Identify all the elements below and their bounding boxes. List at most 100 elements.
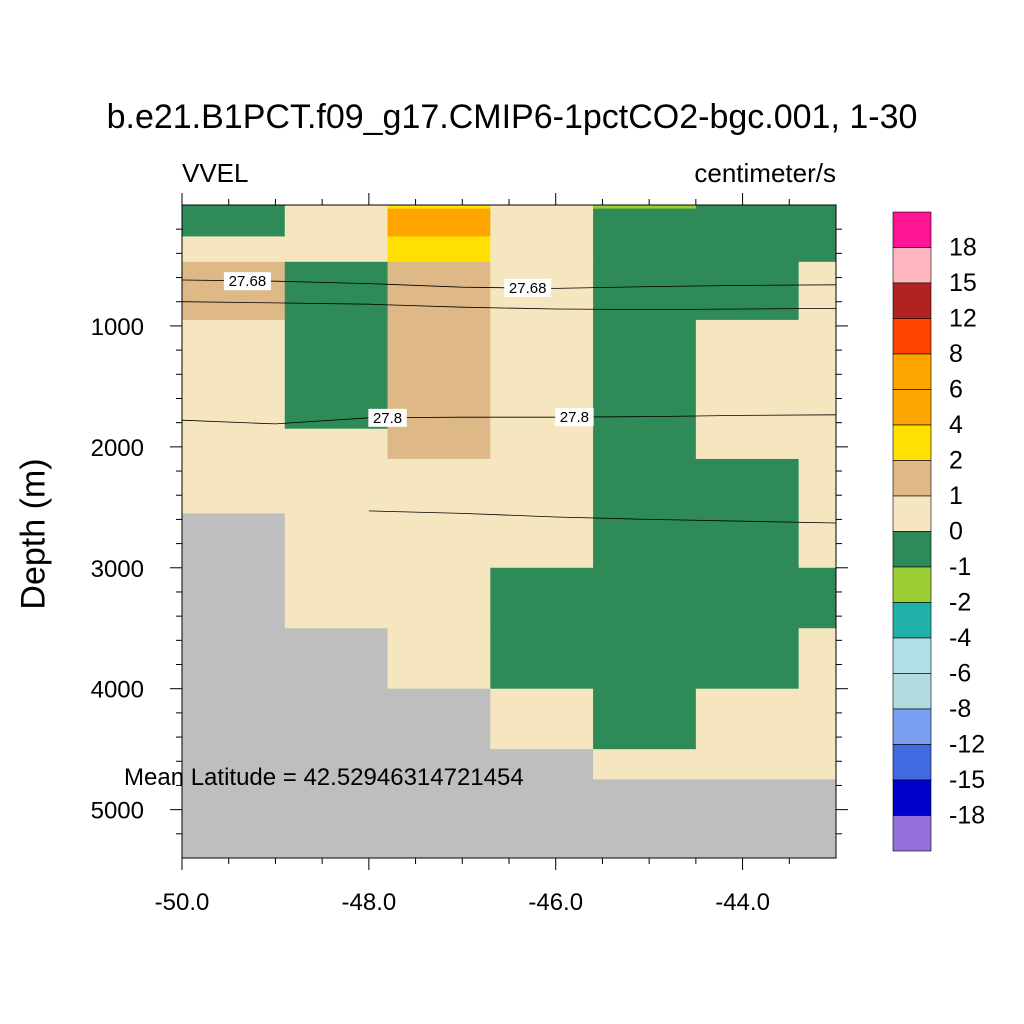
heatmap-cell xyxy=(798,428,837,460)
heatmap-cell xyxy=(387,208,491,237)
heatmap-cell xyxy=(593,236,697,263)
contour-label-box xyxy=(504,278,552,297)
heatmap-cell xyxy=(490,688,594,750)
colorbar: 18 15 12 8 6 4 2 1 0 -1 -2 -4 -6 -8 -12 -15 -18 xyxy=(892,211,985,852)
colorbar-label: -18 xyxy=(949,802,985,830)
contour-lines xyxy=(181,279,837,524)
heatmap-cell xyxy=(387,428,491,460)
heatmap-cell xyxy=(284,458,389,514)
colorbar-swatch xyxy=(892,673,932,710)
heatmap-cell xyxy=(593,428,697,460)
heatmap-cell xyxy=(284,779,389,859)
contour-line xyxy=(181,414,837,425)
heatmap-cell xyxy=(182,567,286,629)
heatmap-cell xyxy=(593,261,697,321)
colorbar-swatch xyxy=(892,389,932,426)
heatmap-cell xyxy=(798,208,837,237)
heatmap-cell xyxy=(490,749,594,780)
heatmap-cell xyxy=(695,779,800,859)
heatmap-cell xyxy=(695,458,800,514)
heatmap-cell xyxy=(387,749,491,780)
heatmap-cell xyxy=(490,236,594,263)
heatmap-cells xyxy=(182,205,837,859)
heatmap-cell xyxy=(490,205,594,210)
colorbar-label: -2 xyxy=(949,589,971,617)
colorbar-label: 2 xyxy=(949,447,963,475)
contour-label: 27.8 xyxy=(560,409,589,426)
heatmap-cell xyxy=(593,513,697,569)
heatmap-cell xyxy=(593,567,697,629)
heatmap-cell xyxy=(695,567,800,629)
heatmap-cell xyxy=(182,458,286,514)
heatmap-cell xyxy=(387,458,491,514)
axis-ticks: -50.0 -48.0 -46.0 -44.0 1000 2000 3000 4000 5000 xyxy=(91,193,848,916)
x-tick-label: -46.0 xyxy=(528,889,583,916)
y-tick-label: 5000 xyxy=(91,798,144,825)
heatmap-cell xyxy=(490,567,594,629)
colorbar-label: 0 xyxy=(949,518,963,546)
contour-label-box xyxy=(368,408,407,427)
colorbar-label: 6 xyxy=(949,376,963,404)
heatmap-cell xyxy=(593,319,697,430)
heatmap-cell xyxy=(490,513,594,569)
y-tick-label: 1000 xyxy=(91,314,144,341)
colorbar-swatch xyxy=(892,637,932,674)
colorbar-label: 12 xyxy=(949,305,977,333)
heatmap-cell xyxy=(695,319,800,430)
heatmap-cell xyxy=(798,319,837,430)
heatmap-cell xyxy=(284,236,389,263)
heatmap-cell xyxy=(284,688,389,750)
heatmap-cell xyxy=(798,567,837,629)
heatmap-cell xyxy=(490,628,594,690)
heatmap-cell xyxy=(695,428,800,460)
heatmap-cell xyxy=(798,628,837,690)
x-tick-label: -50.0 xyxy=(155,889,210,916)
colorbar-swatch xyxy=(892,211,932,248)
heatmap-cell xyxy=(182,236,286,263)
heatmap-cell xyxy=(182,628,286,690)
heatmap-cell xyxy=(182,513,286,569)
heatmap-cell xyxy=(284,208,389,237)
heatmap-cell xyxy=(284,513,389,569)
heatmap-cell xyxy=(695,628,800,690)
heatmap-cell xyxy=(182,208,286,237)
colorbar-label: -1 xyxy=(949,553,971,581)
heatmap-cell xyxy=(593,458,697,514)
heatmap-cell xyxy=(798,261,837,321)
heatmap-cell xyxy=(284,749,389,780)
heatmap-cell xyxy=(284,428,389,460)
heatmap-cell xyxy=(593,779,697,859)
heatmap-cell xyxy=(387,567,491,629)
units-label: centimeter/s xyxy=(694,158,836,188)
colorbar-swatch xyxy=(892,779,932,816)
colorbar-swatch xyxy=(892,531,932,568)
heatmap-cell xyxy=(490,428,594,460)
heatmap-cell xyxy=(798,513,837,569)
colorbar-swatch xyxy=(892,602,932,639)
heatmap-cell xyxy=(387,779,491,859)
y-tick-label: 2000 xyxy=(91,435,144,462)
colorbar-swatch xyxy=(892,566,932,603)
colorbar-label: -15 xyxy=(949,766,985,794)
colorbar-swatch xyxy=(892,744,932,781)
mean-latitude-annotation: Mean Latitude = 42.52946314721454 xyxy=(124,764,524,791)
heatmap-cell xyxy=(593,688,697,750)
heatmap-cell xyxy=(695,513,800,569)
heatmap-cell xyxy=(695,688,800,750)
heatmap-cell xyxy=(284,567,389,629)
heatmap-cell xyxy=(798,458,837,514)
colorbar-swatch xyxy=(892,495,932,532)
heatmap-cell xyxy=(593,208,697,237)
colorbar-swatch xyxy=(892,460,932,497)
colorbar-swatch xyxy=(892,424,932,461)
heatmap-cell xyxy=(593,628,697,690)
heatmap-cell xyxy=(695,205,800,210)
contour-label-box xyxy=(555,408,594,427)
heatmap-cell xyxy=(695,208,800,237)
contour-label: 27.68 xyxy=(229,273,267,290)
chart-title: b.e21.B1PCT.f09_g17.CMIP6-1pctCO2-bgc.00… xyxy=(106,98,918,136)
heatmap-cell xyxy=(593,205,697,210)
heatmap-cell xyxy=(387,236,491,263)
heatmap-cell xyxy=(387,205,491,210)
